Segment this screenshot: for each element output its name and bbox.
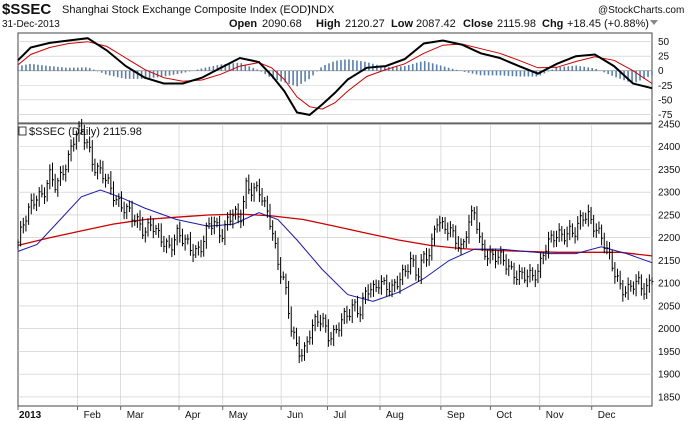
macd-axis: 50 25 0 -25 -50 -75 <box>658 37 673 121</box>
x-tick-label: Mar <box>127 410 145 421</box>
price-grid <box>18 123 652 406</box>
dropdown-icon[interactable] <box>650 20 658 25</box>
x-tick-label: Oct <box>496 410 512 421</box>
signal-line <box>17 41 653 110</box>
x-tick-label: Dec <box>598 410 616 421</box>
price-tick-label: 2200 <box>658 233 681 244</box>
x-axis: 2013 Feb Mar Apr May Jun Jul Aug Sep Oct Nov Dec <box>17 406 616 421</box>
macd-tick-label: -75 <box>658 110 673 121</box>
x-tick-label: Sep <box>447 410 465 421</box>
chg-label: Chg <box>542 18 563 30</box>
price-tick-label: 2000 <box>658 324 681 335</box>
chg-value: +18.45 (+0.88%) <box>567 18 649 30</box>
macd-tick-label: -50 <box>658 95 673 106</box>
price-panel-title: $SSEC (Daily) 2115.98 <box>29 126 142 138</box>
x-tick-label: 2013 <box>19 410 42 421</box>
x-tick-label: Nov <box>546 410 564 421</box>
open-label: Open <box>229 18 257 30</box>
price-tick-label: 2150 <box>658 256 681 267</box>
macd-histogram <box>17 59 653 87</box>
x-tick-label: Feb <box>84 410 102 421</box>
price-tick-label: 2050 <box>658 301 681 312</box>
x-tick-label: Aug <box>386 410 404 421</box>
price-tick-label: 2350 <box>658 165 681 176</box>
price-tick-label: 2250 <box>658 210 681 221</box>
x-tick-label: Apr <box>185 410 201 421</box>
watermark: @StockCharts.com <box>598 5 684 16</box>
open-value: 2090.68 <box>262 18 302 30</box>
macd-tick-label: 25 <box>658 52 670 63</box>
close-value: 2115.98 <box>497 18 536 30</box>
macd-tick-label: 50 <box>658 37 670 48</box>
high-value: 2120.27 <box>345 18 385 30</box>
price-tick-label: 2400 <box>658 142 681 153</box>
macd-panel <box>17 32 653 124</box>
low-value: 2087.42 <box>416 18 456 30</box>
price-panel <box>17 123 653 407</box>
exchange-label: INDX <box>308 4 335 16</box>
x-tick-label: Jun <box>287 410 303 421</box>
price-tick-label: 2100 <box>658 279 681 290</box>
legend-swatch-icon <box>18 126 27 136</box>
price-tick-label: 2300 <box>658 188 681 199</box>
price-tick-label: 1950 <box>658 347 681 358</box>
date-label: 31-Dec-2013 <box>2 19 60 30</box>
macd-line <box>17 37 653 116</box>
close-label: Close <box>463 18 493 30</box>
price-tick-label: 2450 <box>658 120 681 131</box>
low-label: Low <box>391 18 413 30</box>
price-tick-label: 1850 <box>658 392 681 403</box>
price-bars <box>17 118 654 364</box>
symbol-label: $SSEC <box>2 1 51 18</box>
price-axis: 2450 2400 2350 2300 2250 2200 2150 2100 2050 2000… <box>658 120 681 404</box>
index-name: Shanghai Stock Exchange Composite Index … <box>62 4 311 16</box>
macd-tick-label: -25 <box>658 81 673 92</box>
high-label: High <box>316 18 341 30</box>
price-tick-label: 1900 <box>658 370 681 381</box>
sma50-line <box>17 189 653 302</box>
x-tick-label: Jul <box>333 410 346 421</box>
x-tick-label: May <box>229 410 248 421</box>
macd-tick-label: 0 <box>658 66 664 77</box>
